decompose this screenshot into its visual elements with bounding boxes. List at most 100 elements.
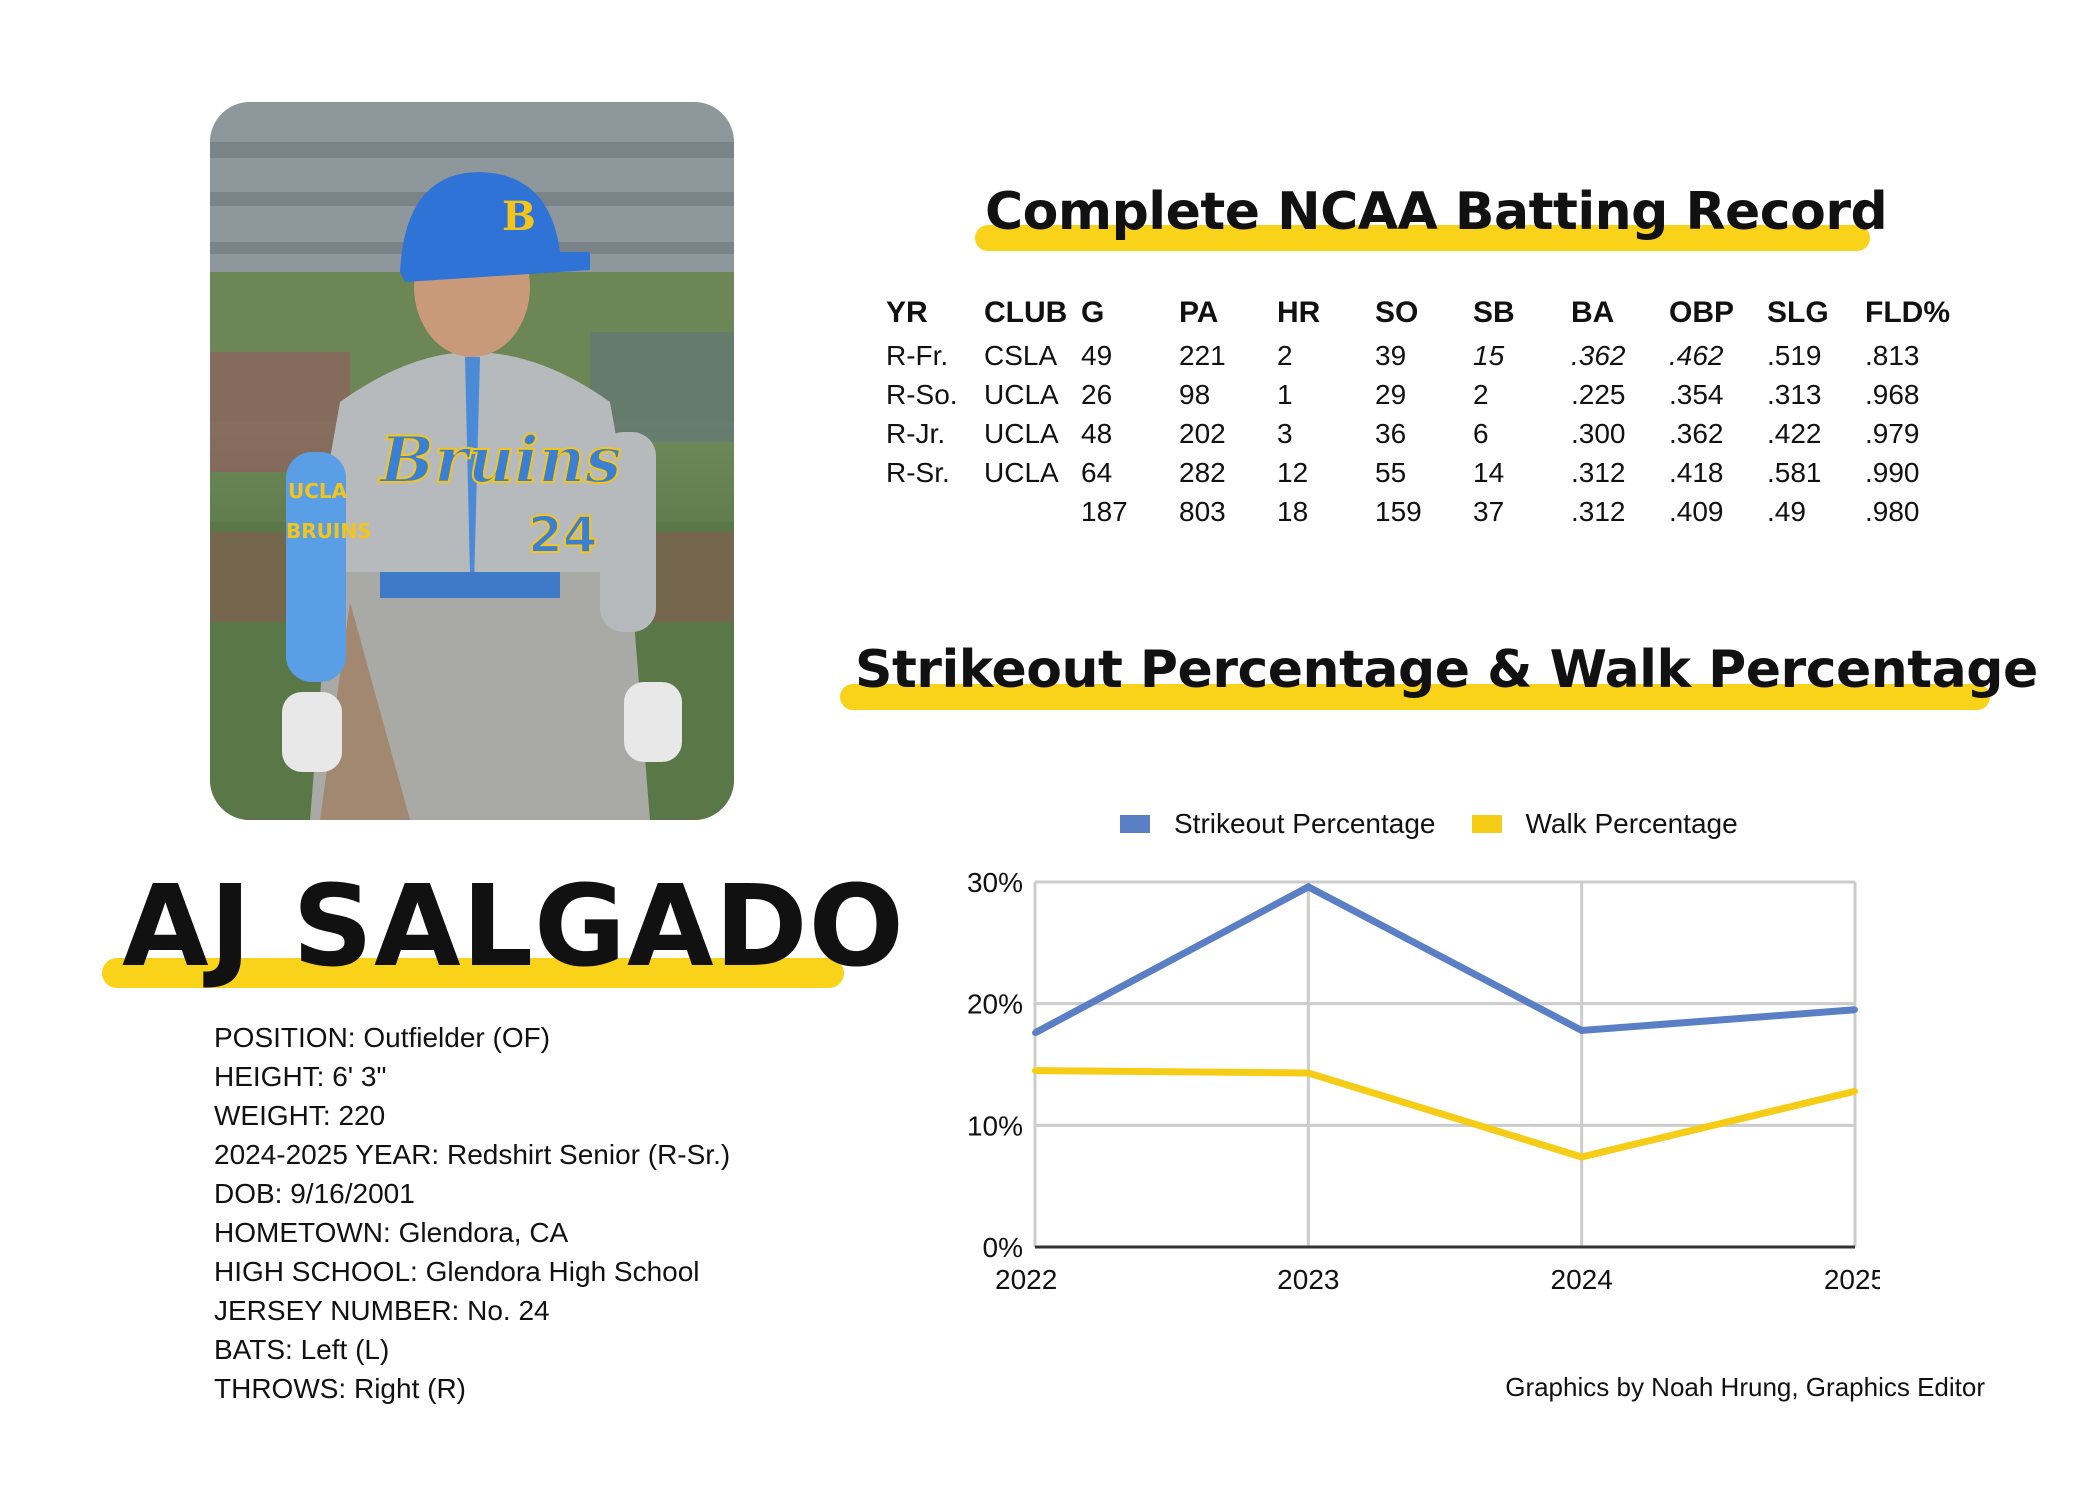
- legend-entry-strikeout: Strikeout Percentage: [1120, 808, 1436, 840]
- chart-title-highlight: [840, 684, 1990, 710]
- bio-bats: BATS: Left (L): [214, 1334, 390, 1365]
- cell-g: 48: [1081, 417, 1113, 449]
- bio-list: POSITION: Outfielder (OF) HEIGHT: 6' 3" …: [214, 1018, 730, 1408]
- bio-hometown: HOMETOWN: Glendora, CA: [214, 1217, 569, 1248]
- line-chart: 0% 10% 20% 30% 2022 2023 2024 2025: [967, 867, 1880, 1295]
- data-point: [1578, 1027, 1585, 1034]
- cell-sb: 14: [1473, 456, 1505, 488]
- table-row: R-Jr. UCLA 48 202 3 36 6 .300 .362 .422 …: [886, 414, 1975, 453]
- cell-club: UCLA: [984, 417, 1059, 449]
- cell-slg: .519: [1767, 339, 1822, 371]
- data-point: [1032, 1067, 1038, 1074]
- bio-dob: DOB: 9/16/2001: [214, 1178, 415, 1209]
- cell-club: [984, 492, 1081, 531]
- sleeve-text-1: UCLA: [288, 479, 348, 503]
- cell-so: 29: [1375, 378, 1407, 410]
- x-tick-label: 2025: [1824, 1264, 1880, 1295]
- cell-pa: 282: [1179, 456, 1226, 488]
- cell-sb: 15: [1473, 339, 1505, 371]
- cell-so: 159: [1375, 495, 1422, 527]
- graphics-credit: Graphics by Noah Hrung, Graphics Editor: [1505, 1372, 1985, 1402]
- table-row-totals: 187 803 18 159 37 .312 .409 .49 .980: [886, 492, 1975, 531]
- col-g: G: [1081, 296, 1105, 329]
- record-title-highlight: [975, 225, 1870, 251]
- bio-high-school: HIGH SCHOOL: Glendora High School: [214, 1256, 700, 1287]
- cell-fld: .979: [1865, 417, 1920, 449]
- sleeve-text-2: BRUINS: [286, 519, 371, 543]
- cell-club: UCLA: [984, 378, 1059, 410]
- cell-g: 64: [1081, 456, 1113, 488]
- jersey-wordmark: Bruins: [378, 423, 621, 498]
- y-tick-label: 20%: [967, 989, 1023, 1020]
- cell-pa: 202: [1179, 417, 1226, 449]
- cell-ba: .362: [1571, 339, 1626, 371]
- series-line-walk: [1034, 1067, 1856, 1161]
- col-pa: PA: [1179, 296, 1219, 329]
- helmet-letter: B: [502, 193, 536, 240]
- data-point: [1305, 1070, 1312, 1077]
- chart-grid: [1033, 880, 1857, 1247]
- cell-ba: .312: [1571, 456, 1626, 488]
- batting-record-table: YR CLUB G PA HR SO SB BA OBP SLG FLD% R-…: [886, 296, 1975, 531]
- cell-pa: 803: [1179, 495, 1226, 527]
- jersey-number: 24: [528, 506, 598, 564]
- cell-so: 55: [1375, 456, 1407, 488]
- cell-fld: .980: [1865, 495, 1920, 527]
- bio-year: 2024-2025 YEAR: Redshirt Senior (R-Sr.): [214, 1139, 731, 1170]
- cell-so: 36: [1375, 417, 1407, 449]
- data-point: [1305, 883, 1312, 890]
- cell-yr: R-So.: [886, 378, 958, 410]
- legend-label-strikeout: Strikeout Percentage: [1174, 808, 1436, 839]
- legend-swatch-strikeout: [1120, 815, 1150, 833]
- col-yr: YR: [886, 296, 928, 329]
- chart-series: [1032, 882, 1858, 1161]
- cell-fld: .813: [1865, 339, 1920, 371]
- cell-yr: R-Fr.: [886, 339, 949, 371]
- name-highlight: [102, 958, 844, 988]
- cell-ba: .225: [1571, 378, 1626, 410]
- data-point: [1852, 1088, 1858, 1095]
- legend-label-walk: Walk Percentage: [1525, 808, 1738, 839]
- cell-yr: [886, 492, 984, 531]
- cell-sb: 2: [1473, 378, 1489, 410]
- bio-height: HEIGHT: 6' 3": [214, 1061, 387, 1092]
- col-club: CLUB: [984, 296, 1068, 329]
- y-tick-label: 10%: [967, 1110, 1023, 1141]
- cell-g: 187: [1081, 495, 1128, 527]
- cell-obp: .462: [1669, 339, 1724, 371]
- cell-pa: 98: [1179, 378, 1211, 410]
- cell-obp: .409: [1669, 495, 1724, 527]
- col-hr: HR: [1277, 296, 1321, 329]
- player-illustration: B Bruins 24 UCLA BRUINS: [210, 102, 734, 820]
- table-row: R-Sr. UCLA 64 282 12 55 14 .312 .418 .58…: [886, 453, 1975, 492]
- cell-ba: .300: [1571, 417, 1626, 449]
- cell-sb: 6: [1473, 417, 1489, 449]
- bio-jersey-number: JERSEY NUMBER: No. 24: [214, 1295, 550, 1326]
- chart-axes: 0% 10% 20% 30% 2022 2023 2024 2025: [967, 867, 1880, 1295]
- series-line-strikeout: [1033, 882, 1856, 1036]
- cell-obp: .354: [1669, 378, 1724, 410]
- cell-hr: 2: [1277, 339, 1293, 371]
- cell-g: 26: [1081, 378, 1113, 410]
- bio-position: POSITION: Outfielder (OF): [214, 1022, 551, 1053]
- col-so: SO: [1375, 296, 1419, 329]
- cell-yr: R-Sr.: [886, 456, 950, 488]
- cell-slg: .49: [1767, 495, 1806, 527]
- cell-fld: .990: [1865, 456, 1920, 488]
- data-point: [1032, 1029, 1038, 1036]
- bio-weight: WEIGHT: 220: [214, 1100, 386, 1131]
- table-row: R-Fr. CSLA 49 221 2 39 15 .362 .462 .519…: [886, 336, 1975, 375]
- bio-throws: THROWS: Right (R): [214, 1373, 466, 1404]
- legend-swatch-walk: [1471, 815, 1502, 833]
- chart-legend: Strikeout Percentage Walk Percentage: [1120, 806, 1774, 842]
- legend-entry-walk: Walk Percentage: [1471, 808, 1738, 840]
- cell-yr: R-Jr.: [886, 417, 946, 449]
- cell-hr: 3: [1277, 417, 1293, 449]
- cell-fld: .968: [1865, 378, 1920, 410]
- data-point: [1852, 1006, 1858, 1013]
- x-tick-label: 2022: [995, 1264, 1057, 1295]
- cell-slg: .313: [1767, 378, 1822, 410]
- chart-title: Strikeout Percentage & Walk Percentage: [855, 640, 2038, 700]
- cell-slg: .422: [1767, 417, 1822, 449]
- y-tick-label: 30%: [967, 867, 1023, 898]
